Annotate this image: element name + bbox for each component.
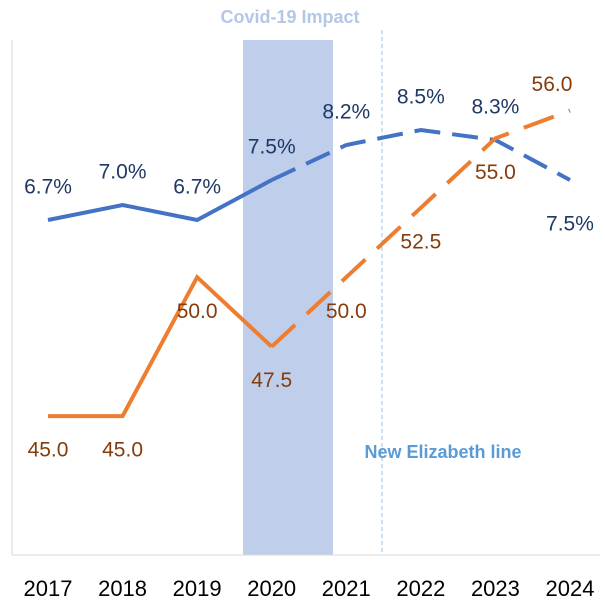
data-label: 6.7% <box>24 176 72 199</box>
data-label: 6.7% <box>173 176 221 199</box>
data-label: 50.0 <box>326 300 367 323</box>
line <box>270 108 571 349</box>
data-label: 7.5% <box>546 213 594 236</box>
data-label: 50.0 <box>177 300 218 323</box>
x-tick-label: 2017 <box>24 576 73 601</box>
x-tick-label: 2023 <box>471 576 520 601</box>
data-label: 7.5% <box>248 136 296 159</box>
data-label: 8.3% <box>471 96 519 119</box>
x-tick-label: 2018 <box>98 576 147 601</box>
x-tick-label: 2019 <box>173 576 222 601</box>
data-label: 7.0% <box>99 161 147 184</box>
data-label: 8.5% <box>397 86 445 109</box>
annotation: Covid-19 Impact <box>220 7 359 27</box>
x-tick-label: 2022 <box>396 576 445 601</box>
data-label: 52.5 <box>400 230 441 253</box>
data-label: 55.0 <box>475 161 516 184</box>
data-label: 45.0 <box>102 439 143 462</box>
data-label: 8.2% <box>322 101 370 124</box>
data-label: 47.5 <box>251 369 292 392</box>
x-tick-label: 2021 <box>322 576 371 601</box>
annotation: New Elizabeth line <box>364 442 521 462</box>
line <box>47 178 273 223</box>
covid-band <box>243 40 333 555</box>
line <box>270 127 571 182</box>
line <box>48 273 274 419</box>
data-label: 45.0 <box>28 439 69 462</box>
x-tick-label: 2020 <box>247 576 296 601</box>
x-tick-label: 2024 <box>546 576 595 601</box>
data-label: 56.0 <box>532 73 573 96</box>
